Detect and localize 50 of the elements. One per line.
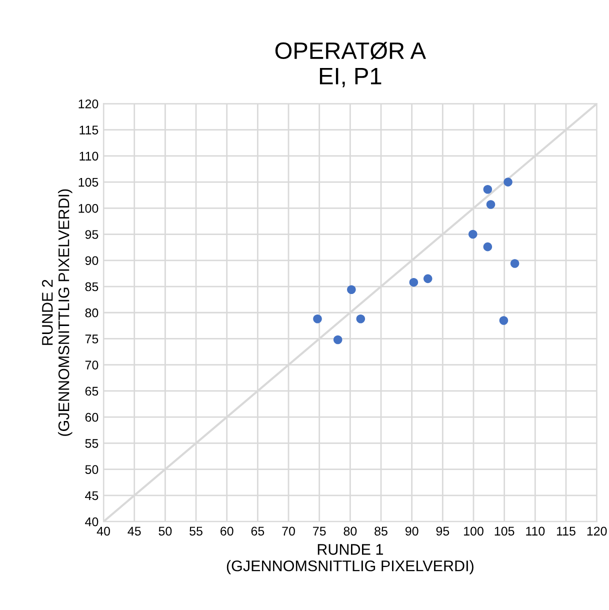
y-tick-label: 40: [85, 517, 98, 526]
x-tick-label: 40: [96, 526, 110, 536]
x-tick-label: 55: [190, 526, 202, 536]
y-tick-label: 85: [85, 282, 98, 292]
y-tick-label: 105: [78, 178, 98, 187]
point: [499, 316, 508, 325]
x-tick-label: 50: [158, 526, 172, 536]
y-tick-label: 110: [80, 152, 98, 161]
point: [468, 230, 478, 239]
point: [333, 335, 342, 344]
point: [483, 242, 492, 252]
x-tick-label: 100: [464, 526, 484, 536]
y-tick-label: 70: [85, 360, 98, 370]
y-tick-label: 55: [85, 439, 98, 448]
y-tick-label: 45: [85, 491, 98, 500]
point: [510, 259, 520, 268]
y-tick-label: 120: [78, 100, 98, 108]
x-axis-title: RUNDE 1 (GJENNOMSNITTLIG PIXELVERDI): [226, 544, 474, 574]
x-tick-label: 85: [374, 526, 388, 536]
point: [504, 178, 512, 186]
x-tick-label: 105: [494, 526, 514, 536]
y-axis-title: RUNDE 2 (GJENNOMSNITTLIG PIXELVERDI): [42, 189, 72, 436]
y-tick-label: 50: [85, 465, 98, 474]
x-tick-label: 45: [128, 526, 141, 536]
x-tick-label: 90: [405, 526, 418, 536]
y-tick-label: 75: [85, 334, 98, 344]
point: [313, 314, 322, 324]
x-tick-label: 60: [220, 526, 234, 536]
y-tick-label: 115: [80, 126, 98, 134]
x-tick-label: 110: [526, 526, 545, 536]
x-tick-label: 65: [251, 526, 264, 536]
point: [486, 200, 496, 209]
point: [347, 285, 356, 294]
y-tick-label: 100: [78, 204, 98, 213]
x-tick-label: 80: [344, 526, 357, 536]
y-tick-label: 90: [85, 256, 98, 266]
y-tick-label: 60: [85, 412, 98, 422]
x-tick-label: 120: [587, 526, 607, 536]
point: [423, 274, 432, 284]
y-tick-label: 80: [85, 308, 98, 318]
chart-title: OPERATØR A EI, P1: [275, 42, 426, 88]
x-tick-label: 115: [556, 526, 576, 536]
y-tick-label: 65: [85, 386, 98, 396]
y-tick-label: 95: [85, 230, 98, 239]
x-tick-label: 95: [436, 526, 450, 536]
x-tick-label: 70: [282, 526, 295, 536]
point: [409, 278, 418, 287]
point: [356, 314, 366, 324]
x-tick-label: 75: [313, 526, 326, 536]
point: [483, 184, 492, 194]
